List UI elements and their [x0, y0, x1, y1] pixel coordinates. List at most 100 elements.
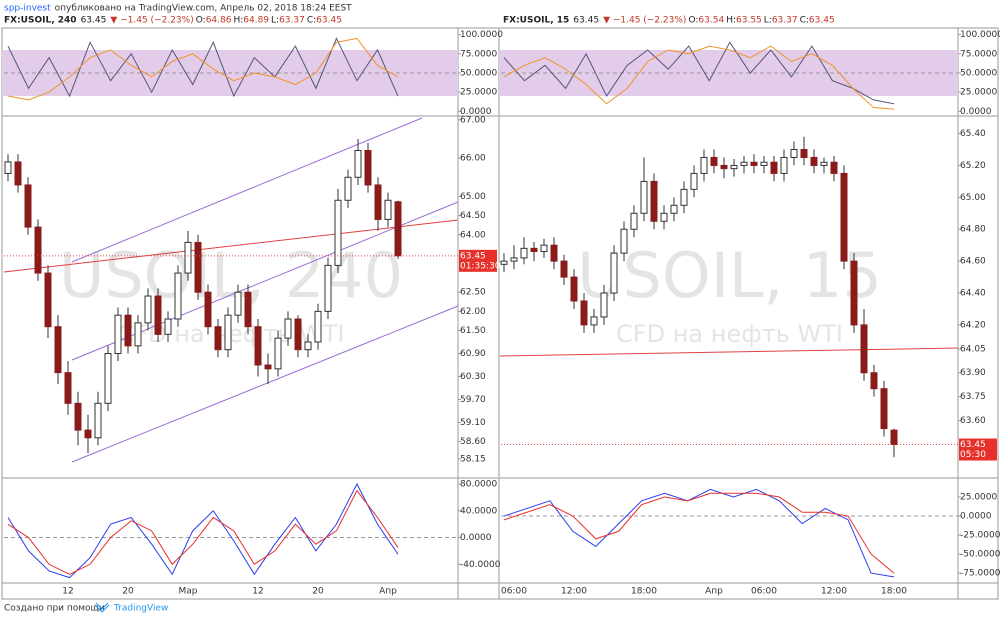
y-tick-label: 62.50	[460, 288, 486, 298]
candle-body	[700, 156, 708, 174]
osc-tick-label: 75.0000	[460, 49, 497, 59]
candle-body	[134, 322, 142, 347]
x-tick-label: 20	[312, 587, 324, 597]
y-tick-label: 59.70	[460, 395, 486, 405]
candle-body	[204, 291, 212, 328]
osc-tick-label: -75.0000	[960, 569, 1000, 579]
osc-tick-label: 25.0000	[960, 88, 997, 98]
publisher[interactable]: spp-invest	[4, 4, 51, 14]
channel-line	[71, 305, 459, 463]
candle-body	[840, 172, 848, 262]
y-tick-label: 59.10	[460, 418, 486, 428]
rsi-line	[503, 41, 895, 105]
footer-created: Создано при помощи	[4, 604, 105, 614]
osc-tick-label: 100.0000	[460, 30, 503, 40]
candle-body	[850, 260, 858, 326]
candle-body	[690, 172, 698, 190]
ohlc-value: 63.45	[809, 16, 835, 26]
candle-body	[680, 188, 688, 206]
x-tick-label: 12	[252, 587, 263, 597]
watermark-sub: CFD на нефть WTI	[616, 320, 843, 348]
y-tick-label: 65.40	[960, 129, 986, 139]
x-tick-label: 18:00	[881, 587, 907, 597]
candle-body	[750, 161, 758, 166]
y-tick-label: 63.90	[960, 368, 986, 378]
rsi-line	[7, 37, 399, 101]
x-tick-label: Апр	[705, 587, 723, 597]
candle-body	[314, 310, 322, 343]
ohlc-value: 64.89	[243, 16, 269, 26]
candle-body	[184, 241, 192, 274]
candle-body	[520, 247, 528, 259]
candle-body	[374, 184, 382, 220]
y-tick-label: 58.15	[460, 454, 486, 464]
x-tick-label: 12:00	[821, 587, 847, 597]
candle-body	[670, 204, 678, 214]
ohlc-label: L:	[271, 16, 279, 26]
candle-body	[164, 318, 172, 335]
y-tick-label: 64.00	[460, 230, 486, 240]
x-tick-label: 20	[122, 587, 134, 597]
ohlc-label: C:	[800, 16, 809, 26]
candle-body	[660, 212, 668, 222]
candle-body	[890, 429, 898, 446]
y-tick-label: 64.20	[960, 320, 986, 330]
candle-body	[324, 264, 332, 312]
candle-body	[830, 161, 838, 174]
x-tick-label: 06:00	[501, 587, 527, 597]
ohlc-label: H:	[233, 16, 243, 26]
candle-body	[630, 212, 638, 230]
symbol: FX:USOIL, 15	[503, 16, 569, 26]
last-price: 63.45	[573, 16, 599, 26]
watermark: USOIL, 15	[577, 239, 882, 312]
stoch-line	[7, 489, 399, 575]
candle-body	[194, 241, 202, 293]
candle-body	[790, 148, 798, 158]
y-tick-label: 64.80	[960, 225, 986, 235]
candle-body	[710, 156, 718, 166]
candle-body	[284, 318, 292, 339]
candle-body	[600, 292, 608, 318]
x-tick-label: 06:00	[751, 587, 777, 597]
footer-brand[interactable]: TradingView	[113, 604, 168, 614]
osc-tick-label: 40.0000	[460, 506, 497, 516]
candle-body	[820, 161, 828, 166]
candle-body	[364, 149, 372, 186]
left-drawings	[3, 117, 459, 463]
osc-tick-label: -25.0000	[960, 531, 1000, 541]
y-tick-label: 58.60	[460, 437, 486, 447]
candle-body	[344, 176, 352, 201]
y-tick-label: 65.00	[460, 192, 486, 202]
candle-body	[114, 314, 122, 355]
x-tick-label: Апр	[379, 587, 397, 597]
candle-body	[810, 156, 818, 166]
candle-body	[550, 244, 558, 262]
candle-body	[640, 180, 648, 214]
osc-tick-label: 25.0000	[960, 493, 997, 503]
candle-body	[24, 184, 32, 228]
y-tick-label: 67.00	[460, 115, 486, 125]
ohlc-label: O:	[688, 16, 698, 26]
rsi-line	[503, 45, 895, 110]
y-tick-label: 64.05	[960, 344, 986, 354]
ohlc-value: 63.37	[279, 16, 305, 26]
osc-tick-label: 0.0000	[460, 107, 492, 117]
candle-body	[394, 201, 402, 257]
ohlc-label: C:	[307, 16, 316, 26]
y-tick-label: 65.00	[960, 193, 986, 203]
candle-body	[354, 149, 362, 178]
osc-tick-label: -50.0000	[960, 550, 1000, 560]
candle-body	[334, 199, 342, 266]
symbol: FX:USOIL, 240	[4, 16, 77, 26]
y-tick-label: 62.00	[460, 307, 486, 317]
price-label-bg	[959, 438, 997, 461]
ohlc-value: 63.45	[316, 16, 342, 26]
candle-body	[4, 161, 12, 174]
published: опубликовано на TradingView.com, Апрель …	[55, 4, 353, 14]
x-tick-label: 12:00	[561, 587, 587, 597]
candle-body	[780, 156, 788, 174]
price-label: 63.45	[460, 251, 486, 261]
osc-tick-label: 0.0000	[460, 533, 492, 543]
candle-body	[870, 372, 878, 390]
